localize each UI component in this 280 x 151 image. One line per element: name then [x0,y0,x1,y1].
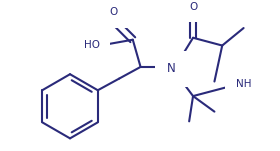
Text: HO: HO [84,40,100,50]
Text: NH: NH [236,79,251,89]
Text: O: O [189,2,197,11]
Text: N: N [167,62,176,75]
Text: O: O [109,7,118,17]
